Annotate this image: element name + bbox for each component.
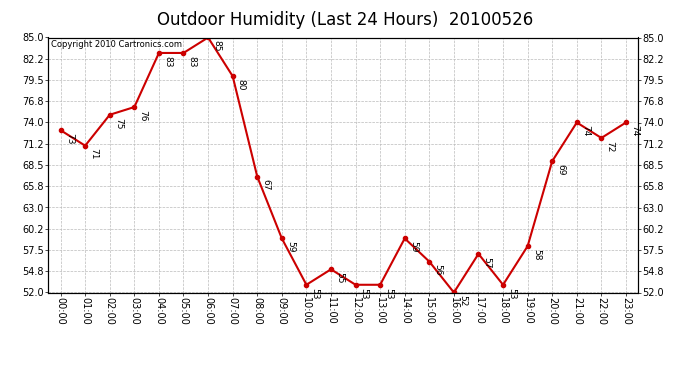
Text: 53: 53	[359, 288, 368, 299]
Text: 85: 85	[213, 40, 221, 52]
Text: 52: 52	[458, 295, 467, 307]
Text: 80: 80	[237, 79, 246, 90]
Text: 58: 58	[532, 249, 541, 260]
Text: 53: 53	[310, 288, 319, 299]
Text: 67: 67	[262, 179, 270, 191]
Text: 83: 83	[188, 56, 197, 67]
Text: 72: 72	[606, 141, 615, 152]
Text: 59: 59	[286, 241, 295, 253]
Text: 71: 71	[89, 148, 99, 160]
Text: Outdoor Humidity (Last 24 Hours)  20100526: Outdoor Humidity (Last 24 Hours) 2010052…	[157, 11, 533, 29]
Text: 73: 73	[65, 133, 74, 144]
Text: 53: 53	[507, 288, 516, 299]
Text: 69: 69	[556, 164, 565, 176]
Text: 75: 75	[114, 117, 123, 129]
Text: 57: 57	[482, 256, 492, 268]
Text: 59: 59	[409, 241, 418, 253]
Text: Copyright 2010 Cartronics.com: Copyright 2010 Cartronics.com	[51, 40, 182, 49]
Text: 74: 74	[581, 125, 590, 136]
Text: 74: 74	[630, 125, 639, 136]
Text: 83: 83	[163, 56, 172, 67]
Text: 76: 76	[139, 110, 148, 122]
Text: 56: 56	[433, 264, 442, 276]
Text: 53: 53	[384, 288, 393, 299]
Text: 55: 55	[335, 272, 344, 284]
